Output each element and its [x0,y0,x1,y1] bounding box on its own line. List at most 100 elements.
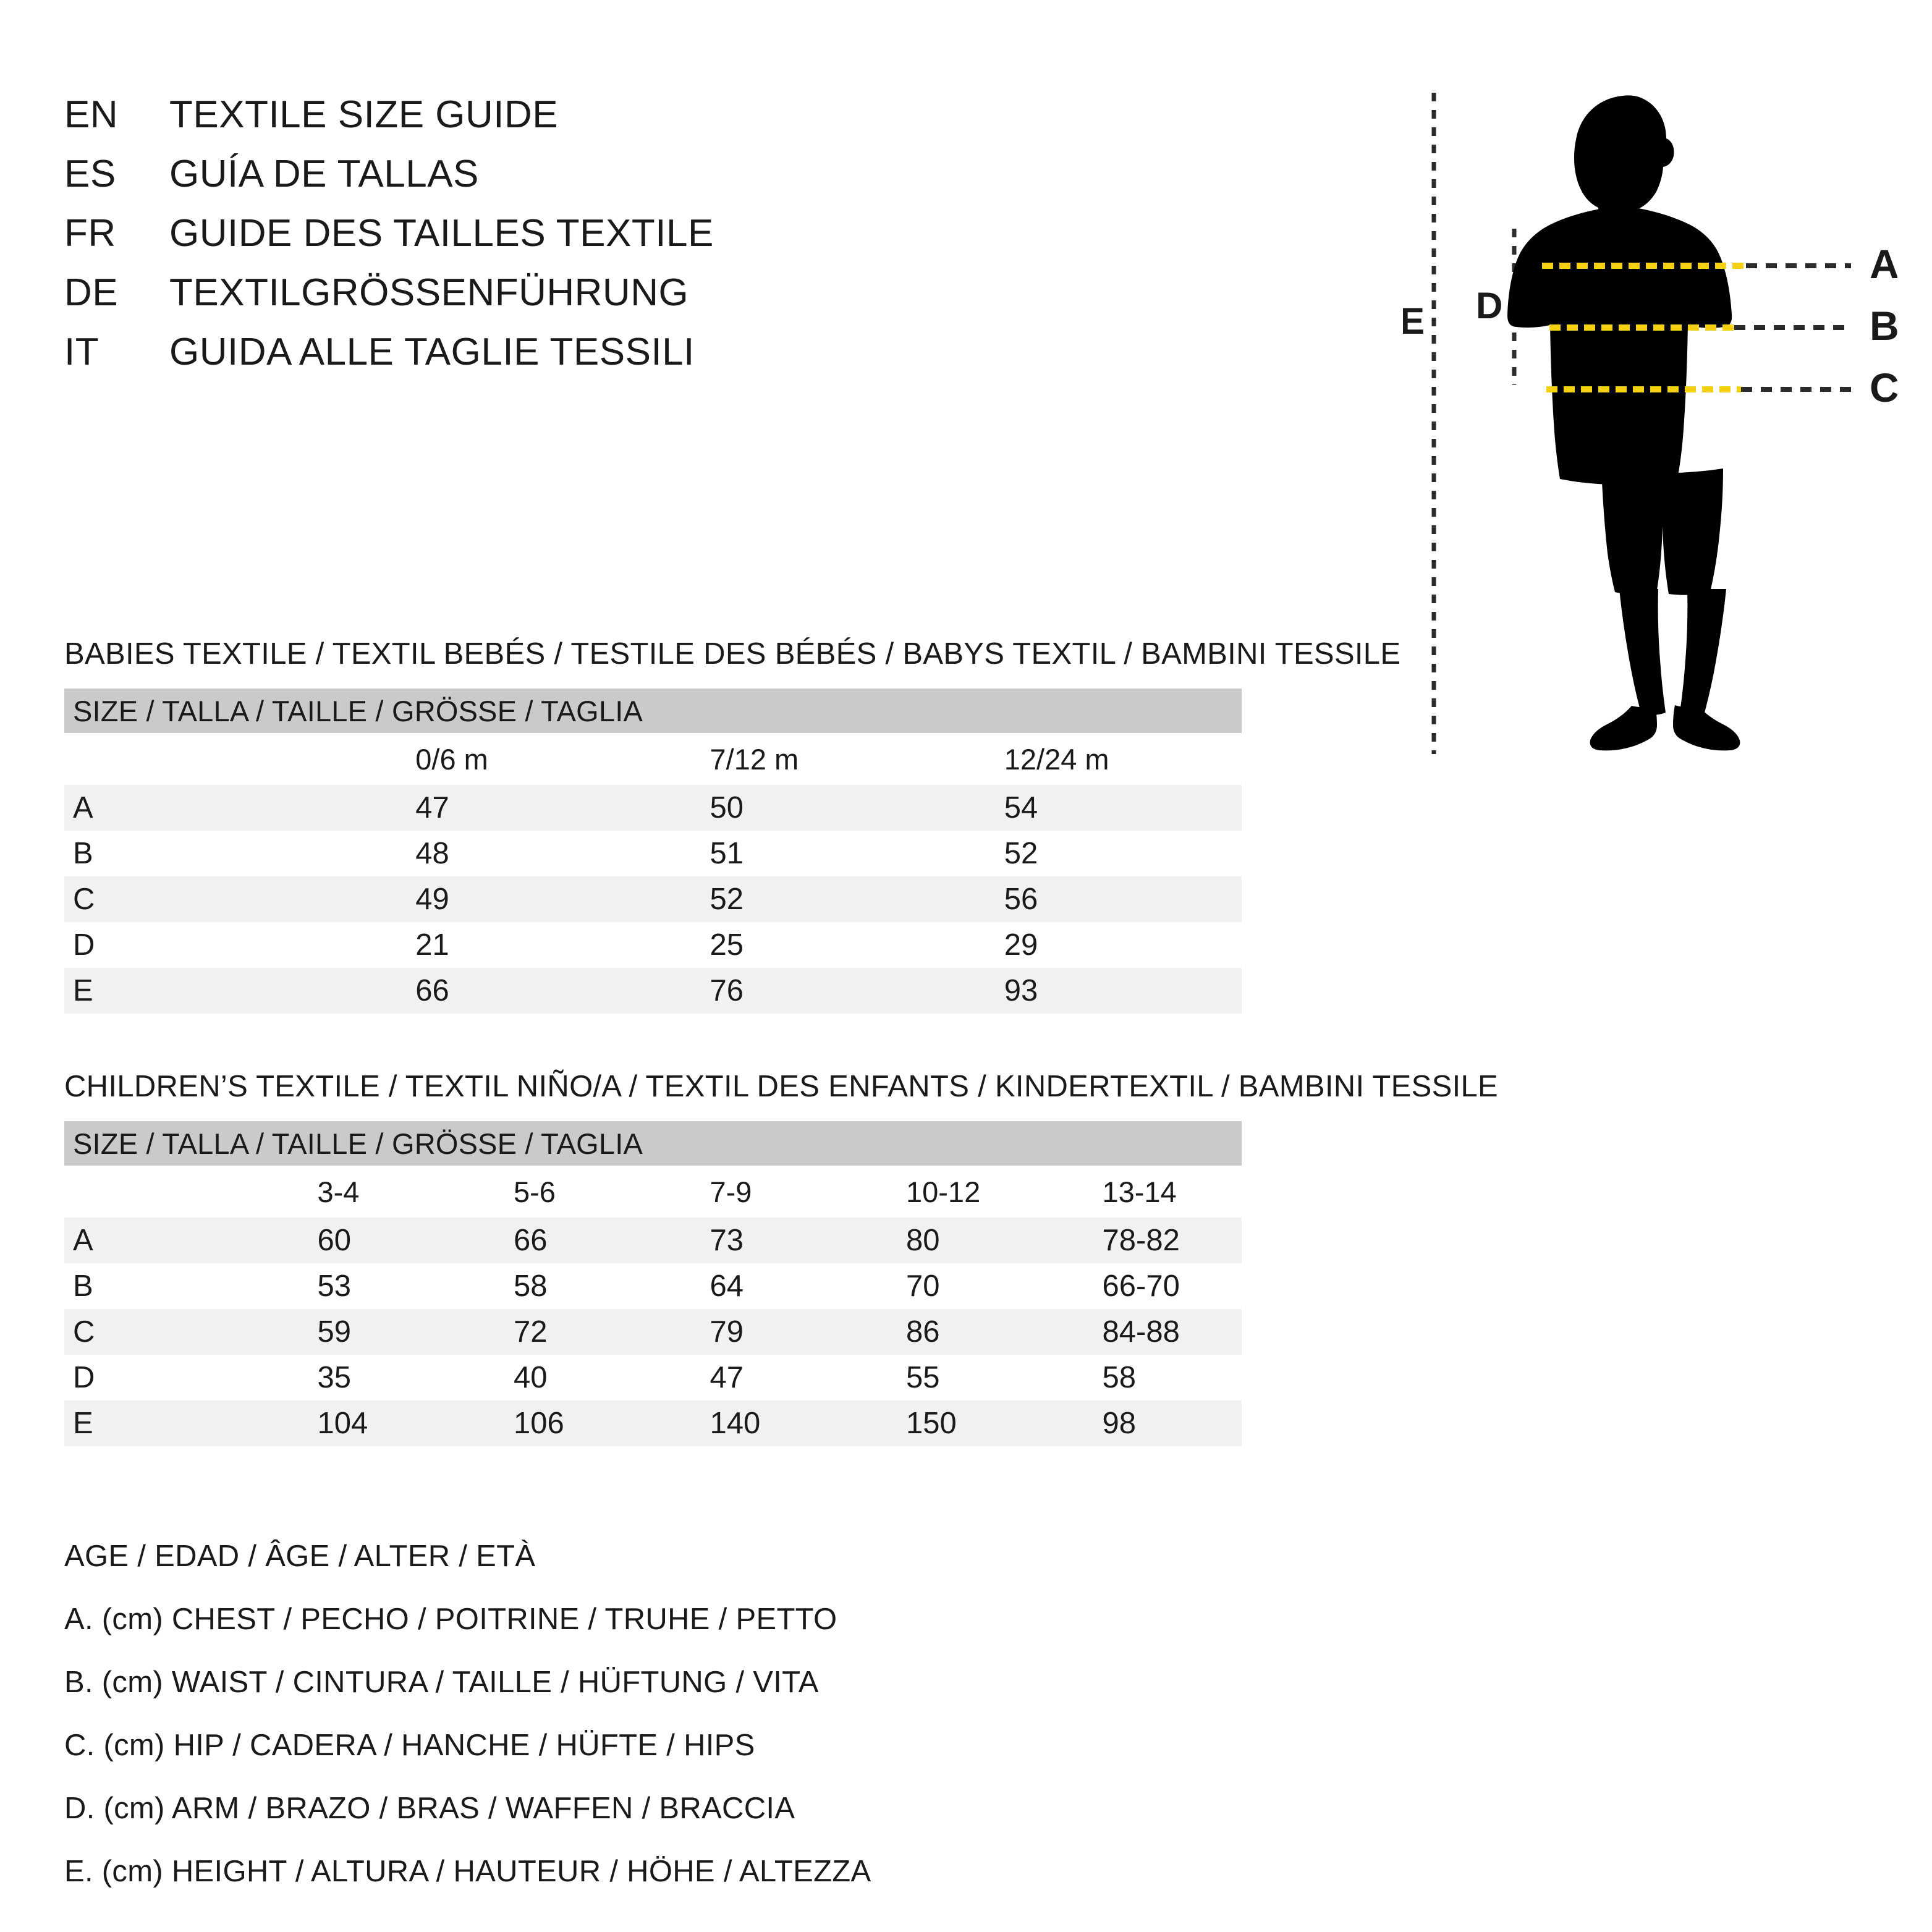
children-column-header-row: 3-4 5-6 7-9 10-12 13-14 [64,1166,1242,1218]
legend-item-waist: B. (cm) WAIST / CINTURA / TAILLE / HÜFTU… [64,1666,819,1699]
children-size-table: SIZE / TALLA / TAILLE / GRÖSSE / TAGLIA … [64,1121,1242,1446]
babies-column-header-1: 7/12 m [653,733,947,785]
children-cell-b-4: 66-70 [1045,1263,1242,1309]
children-cell-c-1: 72 [457,1309,653,1355]
language-code-de: DE [64,271,119,314]
language-row-de: DE TEXTILGRÖSSENFÜHRUNG [64,271,930,330]
child-silhouette-icon [1507,95,1740,751]
children-cell-c-3: 86 [849,1309,1046,1355]
language-code-fr: FR [64,212,116,255]
table-row: E 66 76 93 [64,968,1242,1014]
children-header-bar: SIZE / TALLA / TAILLE / GRÖSSE / TAGLIA [64,1121,1242,1166]
babies-row-label-a: A [64,785,359,831]
table-row: B 53 58 64 70 66-70 [64,1263,1242,1309]
language-header-block: EN TEXTILE SIZE GUIDE ES GUÍA DE TALLAS … [64,93,930,389]
legend-item-arm: D. (cm) ARM / BRAZO / BRAS / WAFFEN / BR… [64,1792,795,1825]
babies-section-title: BABIES TEXTILE / TEXTIL BEBÉS / TESTILE … [64,637,1401,671]
babies-section: BABIES TEXTILE / TEXTIL BEBÉS / TESTILE … [64,637,1401,1014]
babies-row-label-b: B [64,831,359,876]
children-cell-d-3: 55 [849,1355,1046,1400]
language-title-de: TEXTILGRÖSSENFÜHRUNG [169,271,689,314]
children-row-label-c: C [64,1309,261,1355]
table-row: A 60 66 73 80 78-82 [64,1218,1242,1263]
babies-row-label-c: C [64,876,359,922]
height-label-e: E [1403,300,1425,342]
table-row: D 35 40 47 55 58 [64,1355,1242,1400]
language-code-it: IT [64,331,100,373]
language-code-en: EN [64,93,119,136]
children-corner-cell [64,1166,261,1218]
children-column-header-0: 3-4 [260,1166,457,1218]
table-row: D 21 25 29 [64,922,1242,968]
children-column-header-2: 7-9 [653,1166,849,1218]
children-column-header-1: 5-6 [457,1166,653,1218]
babies-column-header-2: 12/24 m [947,733,1242,785]
children-cell-e-1: 106 [457,1400,653,1446]
babies-cell-e-0: 66 [358,968,653,1014]
language-title-es: GUÍA DE TALLAS [169,153,479,195]
children-column-header-4: 13-14 [1045,1166,1242,1218]
babies-cell-d-2: 29 [947,922,1242,968]
children-cell-e-4: 98 [1045,1400,1242,1446]
language-row-es: ES GUÍA DE TALLAS [64,152,930,211]
babies-cell-c-1: 52 [653,876,947,922]
children-cell-a-0: 60 [260,1218,457,1263]
legend-item-hip: C. (cm) HIP / CADERA / HANCHE / HÜFTE / … [64,1729,755,1762]
language-title-fr: GUIDE DES TAILLES TEXTILE [169,212,714,255]
language-row-fr: FR GUIDE DES TAILLES TEXTILE [64,211,930,271]
babies-cell-c-2: 56 [947,876,1242,922]
babies-cell-a-1: 50 [653,785,947,831]
children-row-label-b: B [64,1263,261,1309]
children-cell-d-2: 47 [653,1355,849,1400]
babies-cell-b-0: 48 [358,831,653,876]
measurement-figure: A B C D E [1403,87,1897,760]
language-row-it: IT GUIDA ALLE TAGLIE TESSILI [64,330,930,389]
babies-cell-c-0: 49 [358,876,653,922]
babies-cell-a-0: 47 [358,785,653,831]
babies-header-bar-label: SIZE / TALLA / TAILLE / GRÖSSE / TAGLIA [64,688,1242,733]
children-cell-b-3: 70 [849,1263,1046,1309]
children-row-label-d: D [64,1355,261,1400]
babies-cell-d-1: 25 [653,922,947,968]
arm-label-d: D [1476,285,1502,326]
legend-item-chest: A. (cm) CHEST / PECHO / POITRINE / TRUHE… [64,1603,837,1636]
babies-cell-e-2: 93 [947,968,1242,1014]
children-cell-a-3: 80 [849,1218,1046,1263]
children-cell-b-2: 64 [653,1263,849,1309]
waist-label-b: B [1870,303,1897,349]
babies-cell-d-0: 21 [358,922,653,968]
children-row-label-e: E [64,1400,261,1446]
babies-cell-b-2: 52 [947,831,1242,876]
children-section-title: CHILDREN’S TEXTILE / TEXTIL NIÑO/A / TEX… [64,1070,1499,1103]
children-cell-e-0: 104 [260,1400,457,1446]
chest-label-a: A [1870,241,1897,287]
children-header-bar-label: SIZE / TALLA / TAILLE / GRÖSSE / TAGLIA [64,1121,1242,1166]
children-cell-c-4: 84-88 [1045,1309,1242,1355]
table-row: C 59 72 79 86 84-88 [64,1309,1242,1355]
children-cell-c-0: 59 [260,1309,457,1355]
children-cell-e-3: 150 [849,1400,1046,1446]
babies-column-header-0: 0/6 m [358,733,653,785]
babies-row-label-d: D [64,922,359,968]
children-cell-a-2: 73 [653,1218,849,1263]
language-title-en: TEXTILE SIZE GUIDE [169,93,559,136]
babies-cell-e-1: 76 [653,968,947,1014]
children-row-label-a: A [64,1218,261,1263]
children-cell-d-4: 58 [1045,1355,1242,1400]
table-row: E 104 106 140 150 98 [64,1400,1242,1446]
babies-header-bar: SIZE / TALLA / TAILLE / GRÖSSE / TAGLIA [64,688,1242,733]
children-cell-b-0: 53 [260,1263,457,1309]
legend-title-age: AGE / EDAD / ÂGE / ALTER / ETÀ [64,1540,536,1573]
babies-corner-cell [64,733,359,785]
table-row: A 47 50 54 [64,785,1242,831]
babies-column-header-row: 0/6 m 7/12 m 12/24 m [64,733,1242,785]
children-section: CHILDREN’S TEXTILE / TEXTIL NIÑO/A / TEX… [64,1069,1499,1446]
children-cell-b-1: 58 [457,1263,653,1309]
children-cell-d-0: 35 [260,1355,457,1400]
language-code-es: ES [64,153,116,195]
legend-item-height: E. (cm) HEIGHT / ALTURA / HAUTEUR / HÖHE… [64,1855,871,1888]
babies-size-table: SIZE / TALLA / TAILLE / GRÖSSE / TAGLIA … [64,688,1242,1014]
babies-cell-b-1: 51 [653,831,947,876]
children-cell-a-4: 78-82 [1045,1218,1242,1263]
children-cell-e-2: 140 [653,1400,849,1446]
